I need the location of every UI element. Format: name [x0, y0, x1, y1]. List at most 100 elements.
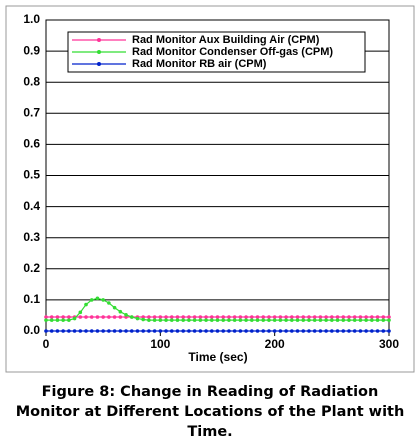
point-marker — [198, 318, 203, 322]
point-marker — [204, 315, 208, 319]
point-marker — [107, 329, 111, 333]
point-marker — [187, 329, 191, 333]
point-marker — [370, 329, 374, 333]
point-marker — [250, 315, 254, 319]
point-marker — [381, 329, 386, 333]
legend-marker — [97, 62, 101, 66]
point-marker — [112, 315, 117, 319]
point-marker — [255, 318, 260, 322]
point-marker — [238, 315, 243, 319]
point-marker — [301, 315, 306, 319]
point-marker — [284, 318, 288, 322]
point-marker — [312, 329, 317, 333]
point-marker — [318, 315, 323, 319]
point-marker — [221, 318, 226, 322]
point-marker — [347, 318, 351, 322]
point-marker — [112, 305, 117, 310]
point-marker — [307, 318, 311, 322]
point-marker — [175, 315, 180, 319]
point-marker — [175, 318, 180, 322]
point-marker — [312, 315, 317, 319]
point-marker — [61, 318, 65, 322]
point-marker — [238, 329, 243, 333]
point-marker — [318, 318, 323, 322]
point-marker — [312, 318, 317, 322]
point-marker — [330, 329, 334, 333]
point-marker — [267, 315, 271, 319]
point-marker — [284, 329, 288, 333]
point-marker — [227, 329, 231, 333]
point-marker — [141, 329, 145, 333]
chart-frame — [5, 5, 415, 373]
point-marker — [341, 318, 346, 322]
point-marker — [118, 309, 123, 314]
point-marker — [204, 318, 208, 322]
point-marker — [124, 329, 128, 333]
point-marker — [215, 329, 220, 333]
point-marker — [375, 329, 380, 333]
point-marker — [364, 329, 368, 333]
y-tick-label: 0.9 — [23, 43, 40, 57]
point-marker — [72, 329, 77, 333]
point-marker — [129, 329, 134, 333]
point-marker — [301, 318, 306, 322]
point-marker — [267, 329, 271, 333]
point-marker — [84, 315, 88, 319]
point-marker — [250, 329, 254, 333]
legend-marker — [97, 38, 101, 42]
point-marker — [141, 317, 145, 322]
point-marker — [238, 318, 243, 322]
y-tick-label: 0.5 — [23, 168, 40, 182]
point-marker — [84, 302, 88, 307]
point-marker — [284, 315, 288, 319]
point-marker — [107, 315, 111, 319]
point-marker — [67, 315, 71, 319]
point-marker — [307, 329, 311, 333]
point-marker — [209, 318, 214, 322]
point-marker — [352, 329, 357, 333]
point-marker — [232, 315, 237, 319]
point-marker — [49, 318, 54, 322]
x-tick-label: 200 — [265, 337, 285, 351]
point-marker — [192, 315, 197, 319]
point-marker — [370, 318, 374, 322]
point-marker — [381, 318, 386, 322]
point-marker — [364, 315, 368, 319]
y-tick-label: 0.7 — [23, 105, 40, 119]
point-marker — [95, 315, 100, 319]
point-marker — [175, 329, 180, 333]
point-marker — [169, 318, 174, 322]
y-tick-label: 0.4 — [23, 199, 40, 213]
point-marker — [324, 315, 328, 319]
point-marker — [335, 318, 340, 322]
x-tick-label: 300 — [379, 337, 399, 351]
point-marker — [301, 329, 306, 333]
point-marker — [101, 298, 105, 302]
point-marker — [49, 329, 54, 333]
x-tick-label: 100 — [150, 337, 170, 351]
point-marker — [341, 329, 346, 333]
point-marker — [55, 329, 60, 333]
point-marker — [387, 318, 391, 322]
point-marker — [147, 318, 151, 322]
point-marker — [227, 318, 231, 322]
point-marker — [67, 318, 71, 322]
point-marker — [147, 315, 151, 319]
point-marker — [387, 329, 391, 333]
point-marker — [324, 318, 328, 322]
point-marker — [232, 318, 237, 322]
point-marker — [295, 329, 300, 333]
point-marker — [261, 315, 266, 319]
point-marker — [290, 318, 294, 322]
page: Time (sec) 0.0 0.1 0.2 0.3 0.4 0.5 0.6 0.7 0.8 0.… — [5, 5, 415, 440]
x-tick-label: 0 — [43, 337, 50, 351]
point-marker — [84, 329, 88, 333]
point-marker — [89, 298, 94, 302]
point-marker — [209, 329, 214, 333]
legend-label: Rad Monitor RB air (CPM) — [132, 58, 267, 70]
point-marker — [307, 315, 311, 319]
y-tick-label: 0.6 — [23, 137, 40, 151]
point-marker — [295, 318, 300, 322]
point-marker — [209, 315, 214, 319]
point-marker — [358, 329, 363, 333]
